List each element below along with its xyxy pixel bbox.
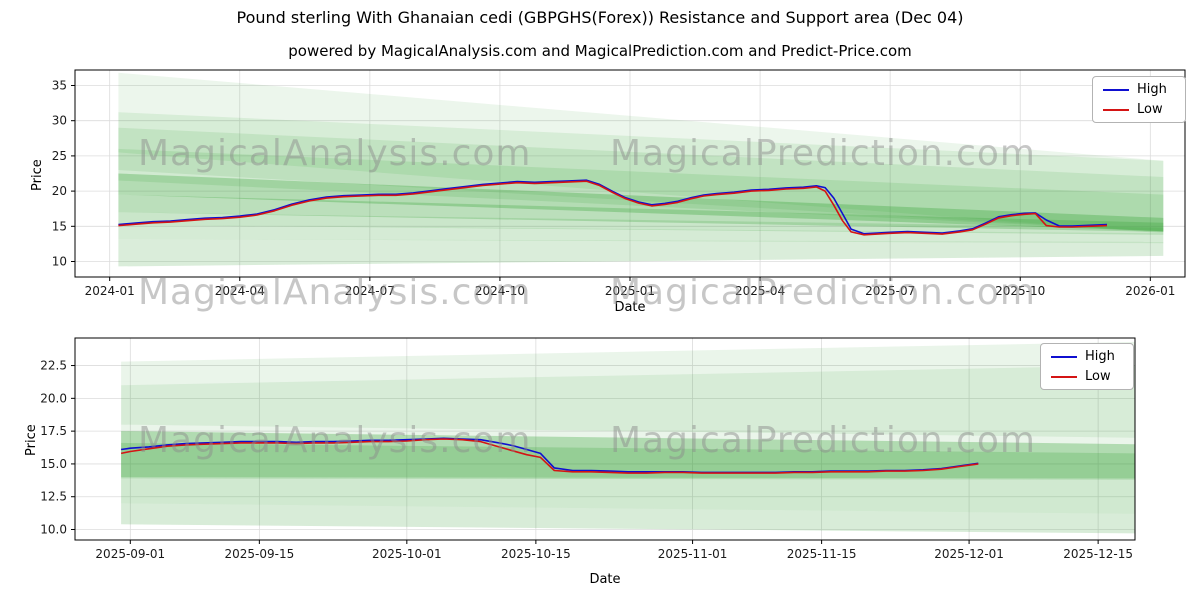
x-axis-label-top: Date: [614, 300, 646, 315]
svg-text:2025-09-01: 2025-09-01: [95, 547, 165, 561]
high-line-swatch: [1103, 88, 1129, 91]
legend-bottom: High Low: [1040, 343, 1134, 390]
legend-label-low: Low: [1085, 369, 1111, 384]
svg-text:22.5: 22.5: [40, 359, 67, 373]
svg-text:35: 35: [52, 78, 67, 92]
price-chart-top: 10 15 20 25 30 35 2024-01 2024-04 2024-07 2024-10…: [52, 69, 1186, 298]
legend-item-low: Low: [1103, 102, 1175, 117]
svg-text:15.0: 15.0: [40, 457, 67, 471]
svg-text:30: 30: [52, 114, 67, 128]
legend-item-low: Low: [1051, 369, 1123, 384]
svg-text:2025-12-15: 2025-12-15: [1063, 547, 1133, 561]
svg-text:2025-10: 2025-10: [995, 284, 1045, 298]
svg-text:12.5: 12.5: [40, 490, 67, 504]
svg-text:2025-12-01: 2025-12-01: [934, 547, 1004, 561]
svg-text:2024-01: 2024-01: [85, 284, 135, 298]
price-chart-bottom: 10.0 12.5 15.0 17.5 20.0 22.5 2025-09-01 2025-0…: [40, 337, 1136, 561]
legend-label-high: High: [1085, 349, 1115, 364]
svg-text:2025-10-15: 2025-10-15: [501, 547, 571, 561]
low-line-swatch: [1051, 375, 1077, 378]
low-line-swatch: [1103, 108, 1129, 111]
svg-text:20.0: 20.0: [40, 391, 67, 405]
legend-top: High Low: [1092, 76, 1186, 123]
svg-text:2025-04: 2025-04: [735, 284, 785, 298]
svg-text:25: 25: [52, 149, 67, 163]
legend-label-high: High: [1137, 82, 1167, 97]
legend-label-low: Low: [1137, 102, 1163, 117]
svg-text:2025-09-15: 2025-09-15: [224, 547, 294, 561]
legend-item-high: High: [1051, 349, 1123, 364]
svg-text:15: 15: [52, 219, 67, 233]
chart-subtitle: powered by MagicalAnalysis.com and Magic…: [288, 42, 912, 60]
svg-text:2025-11-15: 2025-11-15: [787, 547, 857, 561]
chart-title: Pound sterling With Ghanaian cedi (GBPGH…: [236, 8, 964, 27]
legend-item-high: High: [1103, 82, 1175, 97]
svg-text:2025-01: 2025-01: [605, 284, 655, 298]
svg-text:20: 20: [52, 184, 67, 198]
svg-text:2025-11-01: 2025-11-01: [658, 547, 728, 561]
svg-text:10.0: 10.0: [40, 523, 67, 537]
svg-text:2024-04: 2024-04: [215, 284, 265, 298]
svg-text:2024-07: 2024-07: [345, 284, 395, 298]
svg-text:10: 10: [52, 255, 67, 269]
high-line-swatch: [1051, 355, 1077, 358]
svg-text:2025-07: 2025-07: [865, 284, 915, 298]
svg-text:2025-10-01: 2025-10-01: [372, 547, 442, 561]
x-axis-label-bottom: Date: [589, 572, 621, 587]
svg-text:2026-01: 2026-01: [1125, 284, 1175, 298]
svg-text:17.5: 17.5: [40, 424, 67, 438]
svg-text:2024-10: 2024-10: [475, 284, 525, 298]
